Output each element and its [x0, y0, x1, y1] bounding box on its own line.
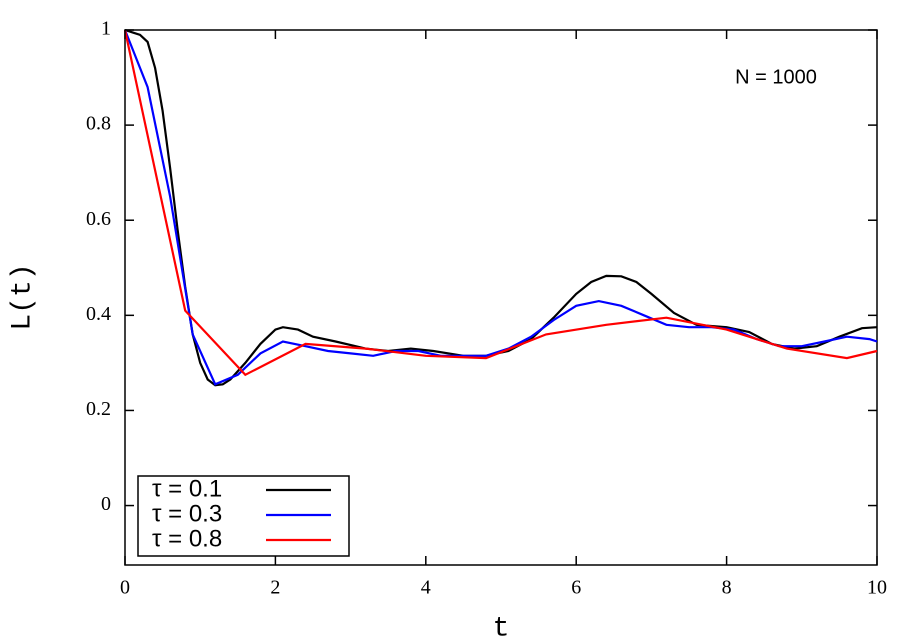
y-tick-label: 0.2 — [86, 398, 111, 420]
y-tick-label: 1 — [101, 18, 111, 40]
y-axis-label: L(t) — [7, 263, 38, 330]
x-tick-label: 2 — [270, 577, 280, 599]
x-tick-label: 10 — [867, 577, 887, 599]
legend-label: τ = 0.8 — [152, 525, 222, 552]
y-tick-label: 0 — [101, 493, 111, 515]
series-group — [123, 28, 878, 387]
y-tick-label: 0.8 — [86, 113, 111, 135]
y-tick-label: 0.4 — [86, 303, 111, 325]
legend-label: τ = 0.3 — [152, 500, 222, 527]
x-tick-label: 0 — [120, 577, 130, 599]
legend-label: τ = 0.1 — [152, 475, 222, 502]
plot-frame — [124, 29, 878, 566]
series-line — [123, 29, 878, 377]
x-tick-label: 8 — [722, 577, 732, 599]
x-tick-label: 6 — [571, 577, 581, 599]
annotation: N = 1000 — [735, 66, 817, 88]
y-tick-label: 0.6 — [86, 208, 111, 230]
x-tick-label: 4 — [421, 577, 431, 599]
x-axis-label: t — [493, 613, 510, 644]
